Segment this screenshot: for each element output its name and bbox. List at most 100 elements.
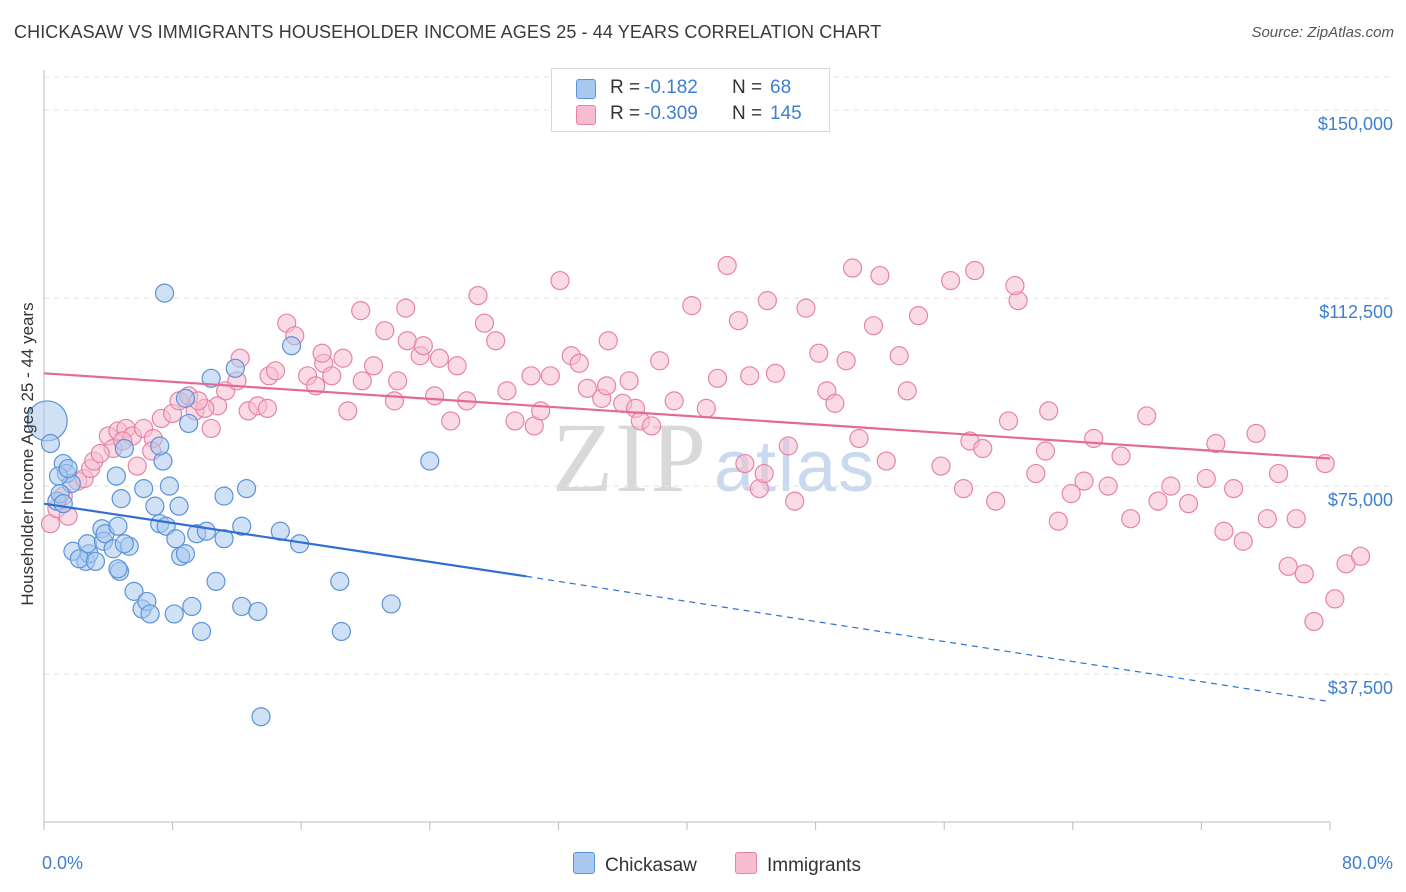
watermark: ZIPatlas xyxy=(552,400,876,515)
bottom-immigrants-swatch xyxy=(735,852,757,874)
immigrants-point-40 xyxy=(384,391,405,411)
chickasaw-point-45 xyxy=(191,621,212,642)
immigrants-point-127 xyxy=(1294,564,1314,584)
chickasaw-point-37 xyxy=(166,529,186,549)
immigrants-point-97 xyxy=(953,479,974,499)
x-tick-label-0: 0.0% xyxy=(42,853,83,873)
y-axis-label: Householder Income Ages 25 - 44 years xyxy=(18,302,37,605)
chickasaw-point-46 xyxy=(196,521,216,541)
immigrants-point-123 xyxy=(1257,509,1277,529)
immigrants-point-148 xyxy=(90,443,110,464)
immigrants-point-72 xyxy=(696,398,716,418)
chickasaw-r-label: R = xyxy=(610,77,641,98)
immigrants-point-86 xyxy=(825,393,845,413)
chickasaw-trend-line xyxy=(43,502,527,578)
y-tick-label-3: $150,000 xyxy=(1318,114,1393,134)
immigrants-point-34 xyxy=(322,366,342,386)
immigrants-point-87 xyxy=(836,351,856,371)
immigrants-point-104 xyxy=(1035,441,1056,461)
immigrants-point-39 xyxy=(375,321,395,341)
immigrants-point-132 xyxy=(1350,546,1371,566)
immigrants-point-82 xyxy=(785,491,805,511)
immigrants-point-45 xyxy=(425,386,445,406)
chickasaw-point-21 xyxy=(111,489,131,509)
immigrants-point-53 xyxy=(505,411,525,431)
y-tick-label-0: $37,500 xyxy=(1328,678,1393,698)
immigrants-point-124 xyxy=(1268,463,1289,484)
immigrants-point-69 xyxy=(650,351,670,371)
chickasaw-point-42 xyxy=(179,413,199,434)
trend-lines xyxy=(43,372,1331,703)
chickasaw-n-label: N = xyxy=(732,77,763,98)
axes xyxy=(43,70,1331,830)
immigrants-point-50 xyxy=(474,313,495,333)
immigrants-point-81 xyxy=(778,436,798,456)
immigrants-point-60 xyxy=(569,353,589,373)
immigrants-point-61 xyxy=(577,378,597,398)
immigrants-point-44 xyxy=(413,336,433,356)
chickasaw-point-38 xyxy=(169,496,189,516)
immigrants-point-63 xyxy=(598,331,618,351)
immigrants-point-93 xyxy=(897,381,917,401)
immigrants-point-134 xyxy=(1005,275,1025,296)
chickasaw-point-55 xyxy=(248,601,268,622)
immigrants-point-128 xyxy=(1304,611,1324,632)
immigrants-point-121 xyxy=(1233,531,1253,551)
chickasaw-point-54 xyxy=(236,479,257,499)
immigrants-point-125 xyxy=(1278,556,1298,576)
immigrants-point-28 xyxy=(265,361,286,381)
chickasaw-point-67 xyxy=(85,551,106,571)
immigrants-n-value: 145 xyxy=(770,103,802,124)
chickasaw-point-47 xyxy=(201,368,221,388)
immigrants-point-96 xyxy=(941,270,961,291)
immigrants-point-52 xyxy=(497,381,517,401)
chickasaw-point-23 xyxy=(124,581,144,601)
immigrants-point-111 xyxy=(1111,446,1131,466)
immigrants-point-120 xyxy=(1223,479,1244,499)
chickasaw-point-36 xyxy=(164,604,184,624)
immigrants-point-112 xyxy=(1121,509,1141,529)
y-tick-label-2: $112,500 xyxy=(1319,302,1393,322)
x-tick-label-1: 80.0% xyxy=(1342,853,1393,873)
immigrants-point-137 xyxy=(597,376,617,396)
immigrants-point-146 xyxy=(127,456,147,476)
immigrants-point-108 xyxy=(1074,471,1094,491)
immigrants-point-54 xyxy=(521,366,541,386)
immigrants-swatch xyxy=(576,105,596,125)
chickasaw-point-53 xyxy=(232,516,252,536)
chickasaw-point-25 xyxy=(114,534,134,554)
chickasaw-point-18 xyxy=(108,516,128,536)
immigrants-point-20 xyxy=(201,418,221,439)
bottom-legend-chickasaw: Chickasaw xyxy=(573,852,697,877)
immigrants-point-126 xyxy=(1286,509,1306,529)
immigrants-point-38 xyxy=(363,356,384,376)
immigrants-points xyxy=(40,255,1371,632)
chickasaw-point-9 xyxy=(53,494,73,514)
legend-row-immigrants: R = -0.309 N = 145 xyxy=(552,101,829,127)
immigrants-point-100 xyxy=(986,491,1006,511)
bottom-chickasaw-swatch xyxy=(573,852,595,874)
immigrants-point-139 xyxy=(396,298,416,318)
chickasaw-swatch xyxy=(576,79,596,99)
immigrants-point-106 xyxy=(1048,511,1068,531)
chickasaw-point-50 xyxy=(214,486,234,506)
chickasaw-point-65 xyxy=(108,559,128,579)
immigrants-point-122 xyxy=(1246,423,1266,444)
chickasaw-point-64 xyxy=(154,283,175,303)
chickasaw-points xyxy=(26,283,440,727)
chickasaw-point-52 xyxy=(232,596,252,617)
immigrants-r-value: -0.309 xyxy=(644,103,698,124)
immigrants-point-114 xyxy=(1148,491,1168,511)
immigrants-point-109 xyxy=(1084,428,1104,449)
chickasaw-point-33 xyxy=(150,436,170,456)
immigrants-point-105 xyxy=(1039,401,1059,421)
chickasaw-point-66 xyxy=(69,549,89,569)
immigrants-point-37 xyxy=(352,371,372,391)
immigrants-point-115 xyxy=(1161,476,1181,496)
immigrants-r-label: R = xyxy=(610,103,641,124)
immigrants-point-88 xyxy=(842,258,863,278)
immigrants-point-91 xyxy=(876,451,896,471)
immigrants-point-46 xyxy=(429,348,450,368)
bottom-immigrants-label: Immigrants xyxy=(767,855,861,876)
